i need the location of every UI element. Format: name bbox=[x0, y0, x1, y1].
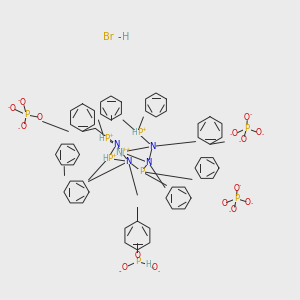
Text: P: P bbox=[139, 167, 144, 176]
FancyBboxPatch shape bbox=[145, 160, 152, 165]
FancyBboxPatch shape bbox=[134, 253, 141, 258]
Text: N: N bbox=[145, 158, 152, 167]
Text: O: O bbox=[244, 113, 250, 122]
Text: -: - bbox=[158, 269, 160, 274]
Text: P: P bbox=[244, 124, 249, 133]
FancyBboxPatch shape bbox=[138, 169, 145, 175]
Text: O: O bbox=[134, 251, 140, 260]
Text: +: + bbox=[108, 133, 113, 138]
FancyBboxPatch shape bbox=[102, 155, 114, 161]
Text: P: P bbox=[24, 110, 29, 119]
FancyBboxPatch shape bbox=[98, 136, 110, 142]
Text: -: - bbox=[249, 112, 252, 117]
FancyBboxPatch shape bbox=[116, 149, 127, 155]
FancyBboxPatch shape bbox=[232, 196, 240, 202]
Text: -: - bbox=[261, 132, 264, 137]
Text: P: P bbox=[234, 194, 239, 203]
Text: +: + bbox=[112, 153, 116, 158]
Text: +: + bbox=[118, 153, 123, 158]
FancyBboxPatch shape bbox=[134, 259, 141, 265]
Text: O: O bbox=[122, 263, 128, 272]
FancyBboxPatch shape bbox=[113, 142, 120, 147]
FancyBboxPatch shape bbox=[243, 125, 250, 131]
Text: +: + bbox=[141, 127, 146, 132]
Text: +: + bbox=[150, 266, 155, 270]
Text: H: H bbox=[122, 32, 129, 43]
Text: O: O bbox=[20, 98, 26, 107]
FancyBboxPatch shape bbox=[145, 262, 152, 267]
Text: O: O bbox=[241, 135, 247, 144]
Text: O: O bbox=[152, 263, 158, 272]
Text: O: O bbox=[221, 199, 227, 208]
Text: H: H bbox=[98, 134, 104, 143]
Text: N: N bbox=[125, 157, 132, 166]
Text: P: P bbox=[103, 134, 109, 143]
Text: H: H bbox=[146, 260, 152, 269]
Text: -: - bbox=[118, 32, 121, 43]
Text: ++: ++ bbox=[122, 147, 131, 152]
Text: -: - bbox=[239, 139, 241, 144]
Text: H: H bbox=[102, 154, 108, 163]
Text: O: O bbox=[233, 184, 239, 193]
FancyBboxPatch shape bbox=[121, 265, 128, 270]
Text: -: - bbox=[229, 210, 231, 214]
Text: P: P bbox=[135, 257, 140, 266]
Text: O: O bbox=[37, 113, 43, 122]
Text: Br: Br bbox=[103, 32, 113, 43]
Text: N: N bbox=[113, 140, 120, 149]
FancyBboxPatch shape bbox=[131, 130, 143, 136]
Text: O: O bbox=[245, 198, 251, 207]
Text: P: P bbox=[136, 128, 142, 137]
FancyBboxPatch shape bbox=[22, 112, 30, 118]
Text: O: O bbox=[20, 122, 26, 131]
Text: O: O bbox=[232, 129, 238, 138]
FancyBboxPatch shape bbox=[149, 144, 156, 149]
Text: -: - bbox=[230, 133, 232, 137]
Text: Ni: Ni bbox=[115, 148, 124, 157]
Text: N: N bbox=[149, 142, 156, 151]
FancyBboxPatch shape bbox=[151, 265, 158, 270]
Text: P: P bbox=[107, 154, 112, 163]
FancyBboxPatch shape bbox=[125, 159, 132, 164]
Text: -: - bbox=[18, 127, 20, 131]
Text: -: - bbox=[119, 268, 121, 274]
Text: -: - bbox=[17, 99, 20, 103]
Text: -: - bbox=[238, 183, 241, 188]
Text: -: - bbox=[7, 105, 10, 110]
Text: O: O bbox=[10, 104, 16, 113]
Text: O: O bbox=[256, 128, 262, 137]
Text: -: - bbox=[251, 202, 253, 206]
Text: H: H bbox=[131, 128, 137, 137]
Text: O: O bbox=[231, 206, 237, 214]
